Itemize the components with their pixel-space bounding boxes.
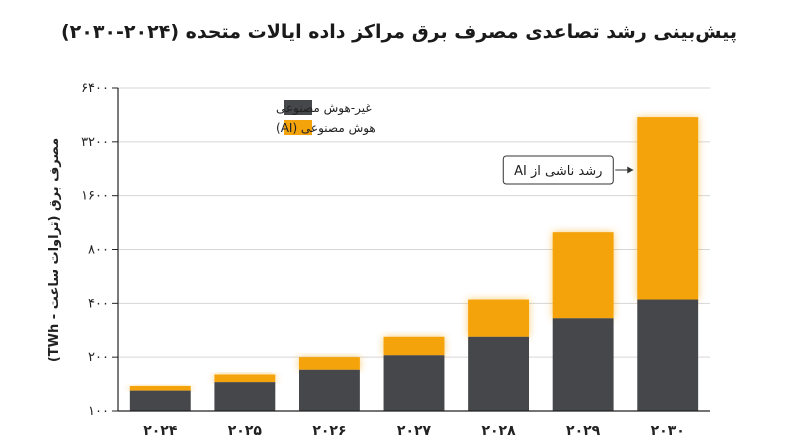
y-axis-label: مصرف برق (تراوات ساعت - TWh) [47, 138, 62, 362]
bar-ai [129, 385, 191, 391]
bar-non-ai [214, 382, 276, 411]
chart-title: پیش‌بینی رشد تصاعدی مصرف برق مراکز داده … [61, 21, 737, 43]
bar-ai [637, 117, 699, 300]
x-tick-label: ۲۰۲۷ [397, 423, 432, 439]
y-tick-label: ۱۶۰۰ [81, 189, 109, 204]
annotation: رشد ناشی از AI [502, 155, 634, 185]
bar-ai [468, 299, 530, 337]
bar-non-ai [129, 390, 191, 411]
x-tick-label: ۲۰۲۸ [481, 423, 516, 439]
y-tick-label: ۶۴۰۰ [81, 81, 109, 96]
legend-swatch [284, 100, 312, 115]
annotation-box [502, 155, 614, 185]
grid-lines [118, 87, 710, 358]
annotation-arrow-head [627, 166, 634, 174]
y-tick-label: ۲۰۰ [88, 350, 109, 365]
bars [129, 117, 699, 411]
y-tick-label: ۴۰۰ [88, 296, 109, 311]
bar-non-ai [552, 318, 614, 411]
bar-non-ai [298, 369, 360, 411]
annotation-text: رشد ناشی از AI [514, 164, 602, 179]
legend-swatch [284, 120, 312, 135]
bar-non-ai [383, 355, 445, 411]
x-tick-label: ۲۰۲۹ [566, 423, 601, 439]
bar-ai [298, 357, 360, 370]
y-tick-label: ۳۲۰۰ [81, 135, 109, 150]
x-tick-label: ۲۰۲۴ [143, 423, 178, 439]
x-tick-label: ۲۰۲۶ [312, 423, 346, 439]
x-tick-label: ۲۰۳۰ [651, 423, 685, 439]
bar-ai [383, 336, 445, 356]
bar-ai [214, 374, 276, 383]
legend: غیر-هوش مصنوعی هوش مصنوعی (AI) [276, 100, 376, 136]
legend-label: هوش مصنوعی (AI) [276, 121, 376, 136]
y-tick-label: ۸۰۰ [88, 243, 109, 258]
bar-ai [552, 232, 614, 319]
axes: ۱۰۰ ۲۰۰ ۴۰۰ ۸۰۰ ۱۶۰۰ ۳۲۰۰ ۶۴۰۰ ۲۰۲۴ ۲۰۲۵ ۲۰۲۶ ۲۰۲۷… [81, 81, 710, 439]
legend-label: غیر-هوش مصنوعی [276, 101, 372, 116]
bar-non-ai [468, 336, 530, 411]
y-tick-label: ۱۰۰ [88, 404, 109, 419]
bar-non-ai [637, 299, 699, 411]
x-tick-label: ۲۰۲۵ [228, 423, 263, 439]
